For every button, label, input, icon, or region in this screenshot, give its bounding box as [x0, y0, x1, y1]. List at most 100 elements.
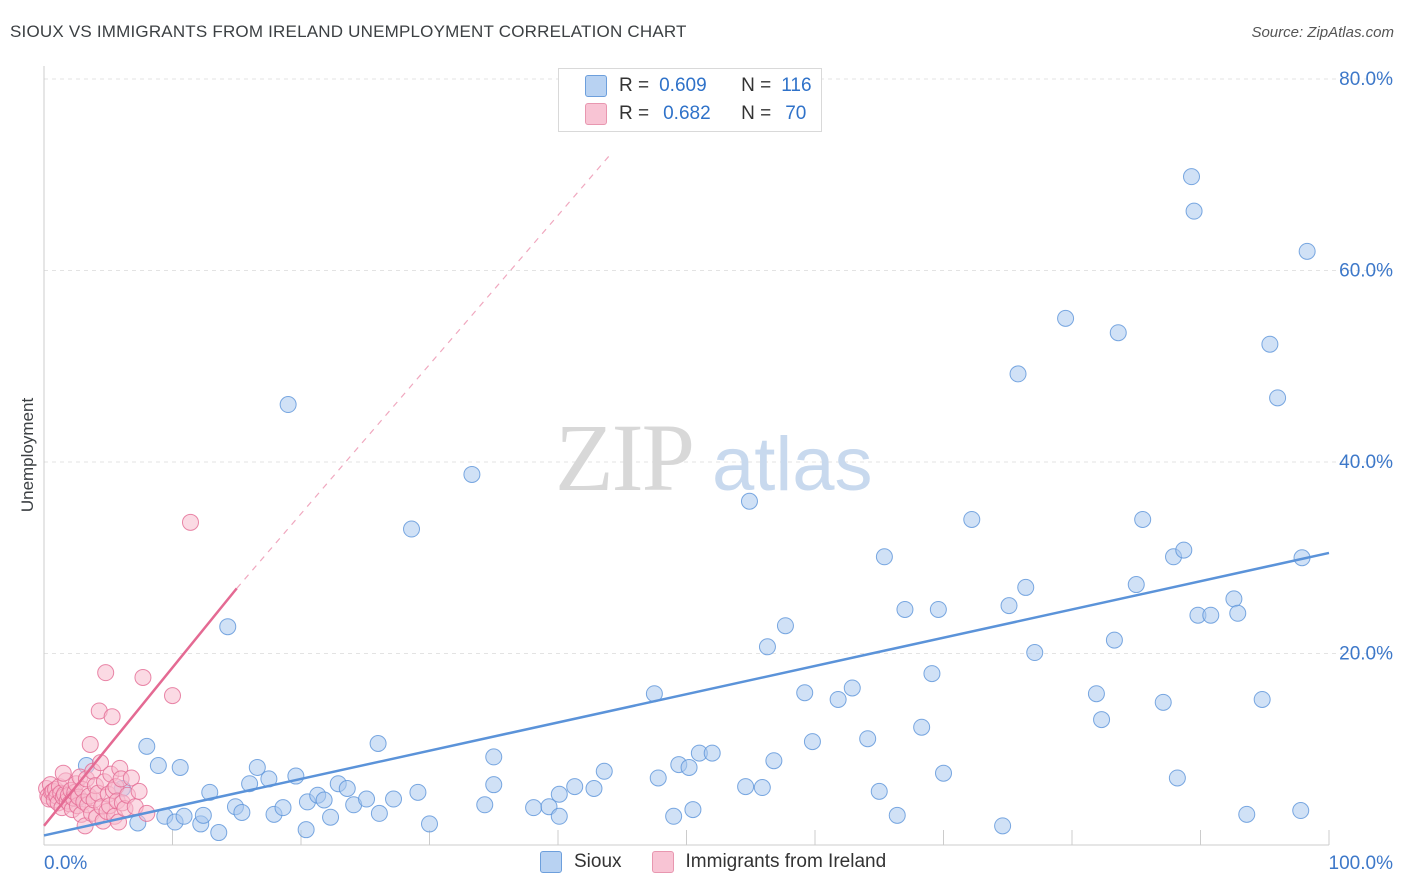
sioux-point	[1154, 693, 1172, 711]
sioux-point	[843, 679, 861, 697]
sioux-point	[963, 510, 981, 528]
n-label: N =	[741, 75, 772, 96]
sioux-point	[776, 617, 794, 635]
sioux-point	[315, 791, 333, 809]
sioux-point	[929, 600, 947, 618]
sioux-point	[1009, 365, 1027, 383]
sioux-point	[923, 665, 941, 683]
sioux-point	[403, 520, 421, 538]
watermark-atlas: atlas	[712, 422, 873, 507]
sioux-point	[585, 780, 603, 798]
sioux-point	[525, 799, 543, 817]
y-tick-label: 80.0%	[1339, 69, 1393, 90]
sioux-legend-label: Sioux	[574, 851, 622, 872]
ireland-legend-label: Immigrants from Ireland	[685, 851, 887, 872]
sioux-point	[385, 790, 403, 808]
trend-lines	[43, 155, 1330, 837]
sioux-point	[737, 778, 755, 796]
sioux-point	[913, 718, 931, 736]
sioux-point	[870, 782, 888, 800]
sioux-point	[1175, 541, 1193, 559]
chart-title: SIOUX VS IMMIGRANTS FROM IRELAND UNEMPLO…	[10, 22, 687, 41]
r-label: R =	[619, 103, 650, 124]
sioux-legend-swatch	[540, 851, 562, 873]
sioux-point	[896, 600, 914, 618]
ireland-swatch	[585, 103, 607, 125]
sioux-point	[740, 492, 758, 510]
sioux-point	[566, 778, 584, 796]
sioux-point	[171, 758, 189, 776]
ireland-point	[134, 668, 152, 686]
ireland-point	[103, 708, 121, 726]
sioux-point	[210, 824, 228, 842]
sioux-point	[1000, 597, 1018, 615]
sioux-point	[1105, 631, 1123, 649]
r-label: R =	[619, 75, 650, 96]
ireland-point	[122, 769, 140, 787]
sioux-point	[370, 804, 388, 822]
sioux-point	[1093, 711, 1111, 729]
ireland-trend-line	[43, 587, 238, 827]
watermark-zip: ZIP	[555, 404, 693, 511]
sioux-point	[1087, 685, 1105, 703]
sioux-point	[279, 396, 297, 414]
sioux-point	[194, 806, 212, 824]
sioux-point	[550, 785, 568, 803]
legend-row-sioux: R = 0.609 N = 116	[585, 73, 812, 99]
sioux-point	[829, 690, 847, 708]
ireland-point	[181, 513, 199, 531]
x-tick-label-max: 100.0%	[1329, 853, 1394, 874]
y-tick-label: 20.0%	[1339, 644, 1393, 665]
sioux-point	[138, 737, 156, 755]
legend-item-ireland[interactable]: Immigrants from Ireland	[651, 851, 887, 873]
sioux-point	[1225, 590, 1243, 608]
sioux-point	[1261, 335, 1279, 353]
sioux-point	[1238, 805, 1256, 823]
sioux-point	[765, 752, 783, 770]
ireland-point	[130, 782, 148, 800]
sioux-point	[485, 748, 503, 766]
sioux-point	[888, 806, 906, 824]
sioux-point	[994, 817, 1012, 835]
ireland-point	[164, 687, 181, 705]
sioux-point	[684, 801, 702, 819]
sioux-point	[1185, 202, 1203, 220]
watermark: ZIP atlas	[555, 404, 873, 511]
sioux-point	[241, 775, 259, 793]
sioux-point	[485, 776, 503, 794]
sioux-n-value: 116	[781, 75, 812, 96]
ireland-legend-swatch	[651, 851, 674, 873]
sioux-r-value: 0.609	[659, 75, 707, 96]
sioux-point	[274, 799, 292, 817]
sioux-point	[322, 808, 340, 826]
sioux-point	[1057, 309, 1075, 327]
sioux-point	[149, 757, 167, 775]
sioux-point	[1202, 606, 1220, 624]
sioux-point	[369, 735, 387, 753]
y-tick-label: 40.0%	[1339, 452, 1393, 473]
sioux-point	[421, 815, 438, 833]
sioux-point	[219, 618, 237, 636]
sioux-point	[935, 764, 952, 782]
sioux-point	[758, 638, 776, 656]
sioux-point	[1253, 690, 1271, 708]
sioux-point	[1269, 389, 1287, 407]
sioux-point	[358, 790, 376, 808]
sioux-point	[875, 548, 893, 566]
legend-item-sioux[interactable]: Sioux	[540, 851, 622, 873]
sioux-point	[201, 783, 219, 801]
sioux-point	[753, 779, 771, 797]
ireland-n-value: 70	[785, 103, 807, 124]
sioux-point	[595, 762, 613, 780]
n-label: N =	[741, 103, 772, 124]
sioux-point	[175, 807, 193, 825]
sioux-point	[476, 796, 494, 814]
sioux-trend-line	[43, 551, 1330, 837]
ireland-point	[54, 764, 72, 782]
sioux-point	[1292, 802, 1310, 820]
x-tick-label-min: 0.0%	[44, 853, 87, 874]
ireland-r-value: 0.682	[663, 103, 711, 124]
sioux-point	[1168, 769, 1186, 787]
series-legend: Sioux Immigrants from Ireland	[540, 851, 916, 873]
